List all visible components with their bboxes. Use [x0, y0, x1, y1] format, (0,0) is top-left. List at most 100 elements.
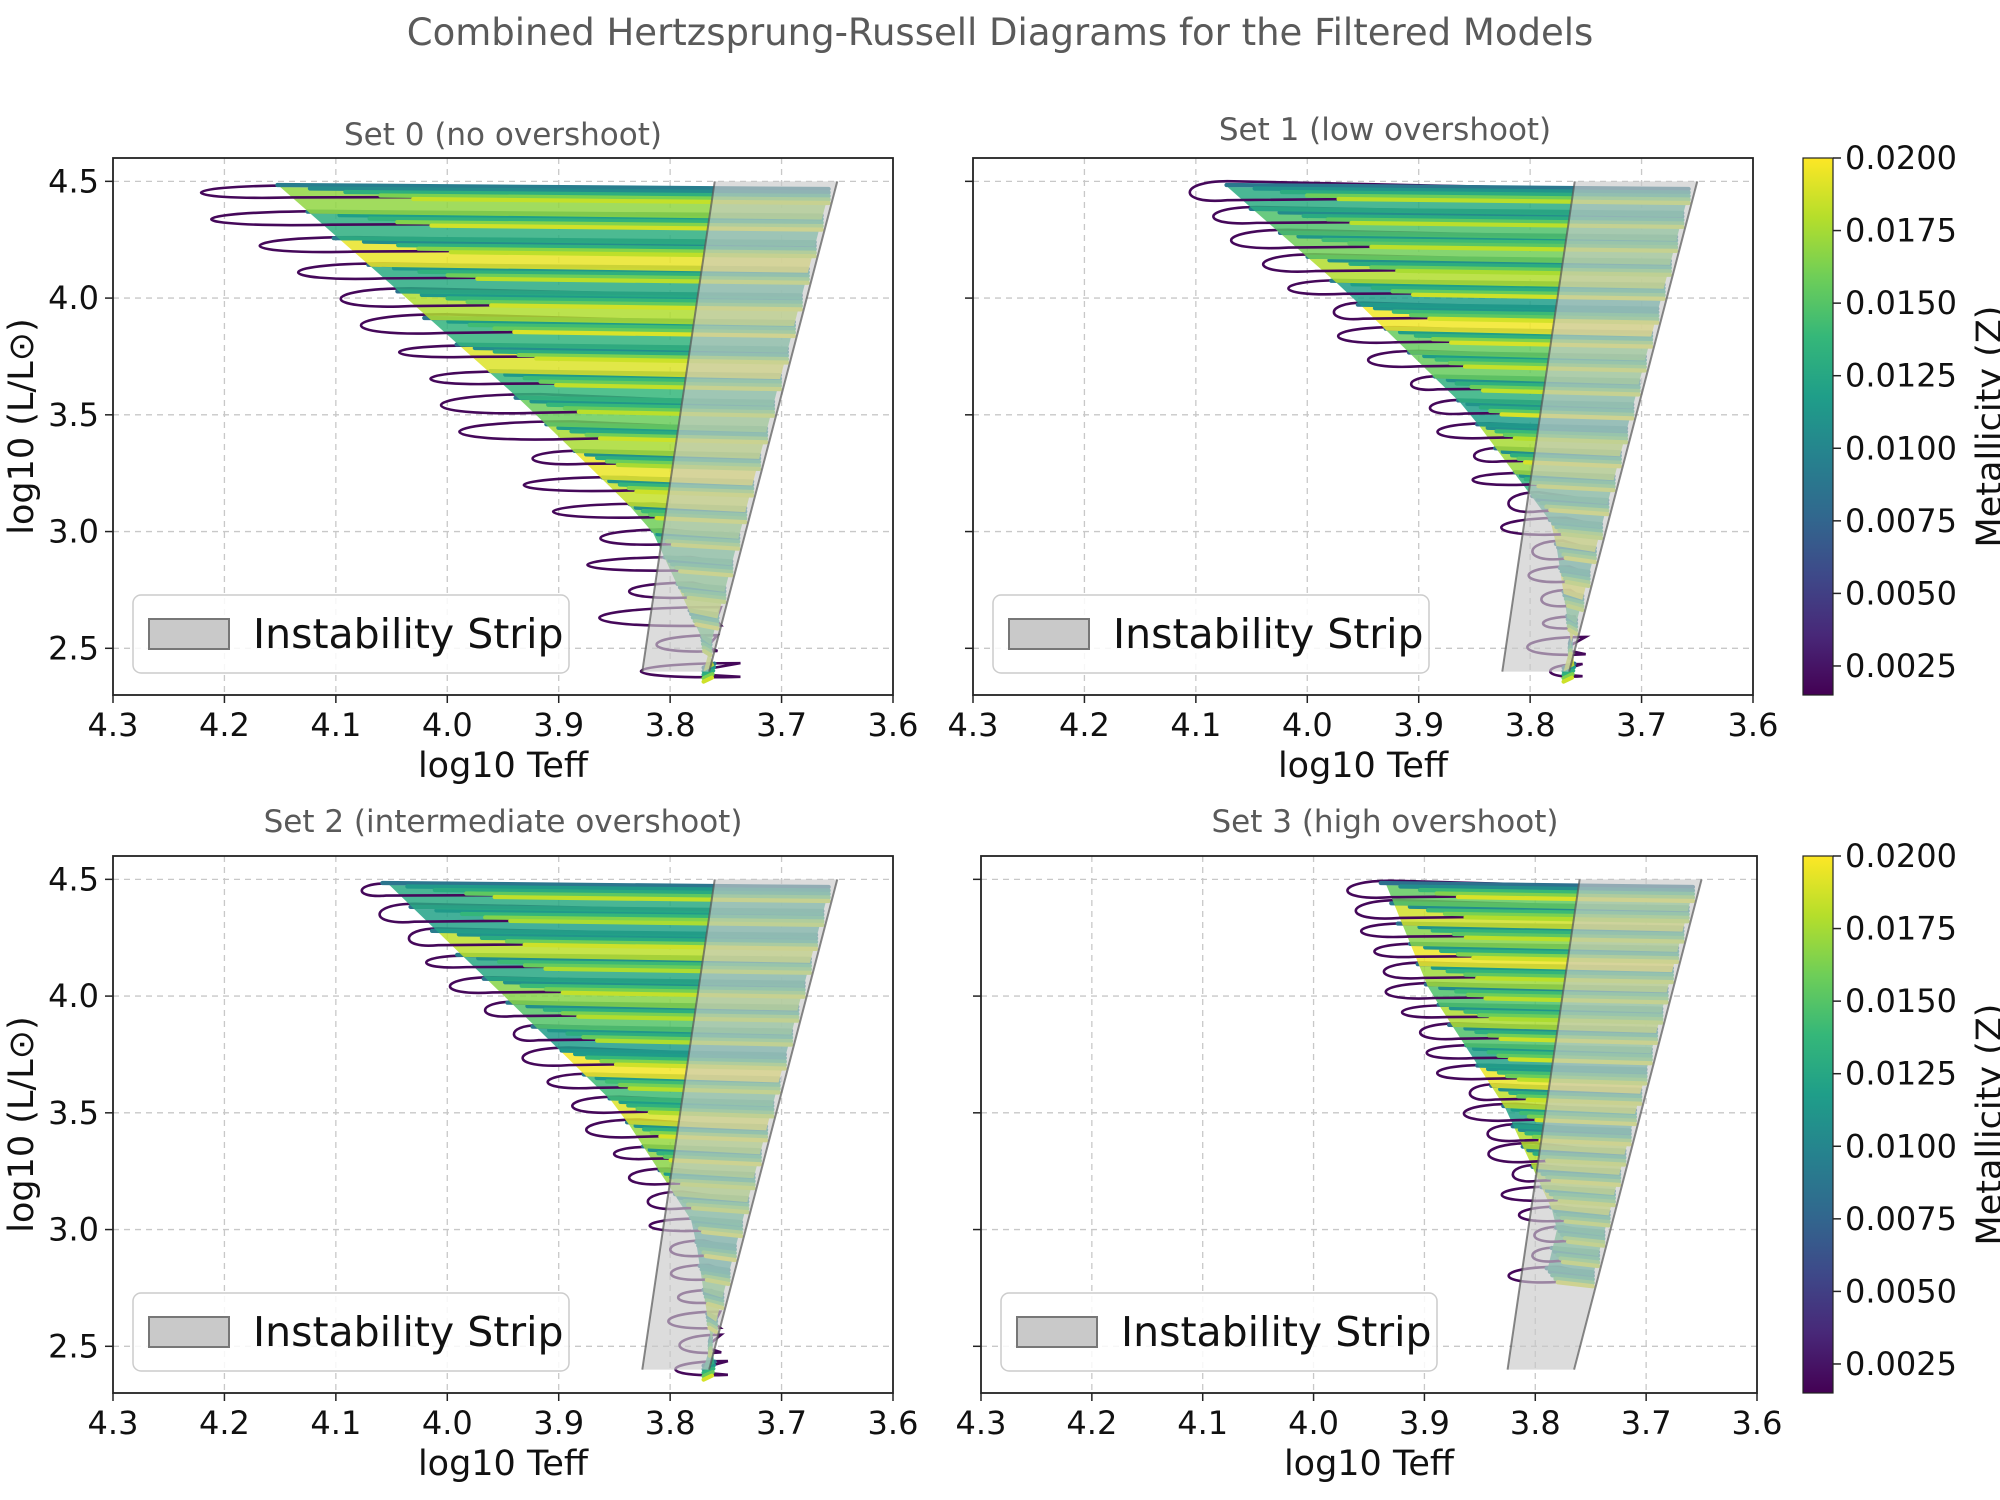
panel-title: Set 0 (no overshoot) — [344, 117, 662, 153]
x-tick-label: 3.8 — [1505, 706, 1556, 744]
blue-loop-track — [210, 209, 822, 227]
x-tick-label: 3.8 — [1510, 1404, 1561, 1442]
blue-loop-track — [398, 344, 787, 359]
blue-loop-track — [296, 262, 808, 281]
x-tick-label: 4.1 — [310, 1404, 361, 1442]
x-tick-label: 4.0 — [1288, 1404, 1339, 1442]
hr-panel-0: Set 0 (no overshoot) 4.3 4.2 4.1 4.0 3.9 3.8 3.… — [2, 117, 918, 786]
blue-loop-track — [552, 502, 746, 519]
x-tick-label: 3.7 — [1621, 1404, 1672, 1442]
colorbar-label: Metallicity (Z) — [1970, 1004, 2000, 1246]
blue-loop-track — [429, 370, 781, 386]
x-tick-label: 3.7 — [756, 706, 807, 744]
x-tick-label: 4.1 — [1170, 706, 1221, 744]
y-tick-label: 4.5 — [48, 162, 99, 200]
axes-frame — [980, 855, 1758, 1394]
x-tick-label: 4.0 — [422, 1404, 473, 1442]
colorbar-tick-label: 0.0150 — [1845, 982, 1957, 1020]
x-axis-label: log10 Teff — [418, 746, 589, 786]
colorbar-tick-label: 0.0025 — [1845, 647, 1957, 685]
hr-panel-2: Set 2 (intermediate overshoot) 4.3 4.2 4.1 4… — [2, 804, 918, 1484]
x-tick-label: 4.3 — [956, 1404, 1007, 1442]
blue-loop-track — [359, 313, 794, 335]
y-tick-label: 3.5 — [48, 396, 99, 434]
metallicity-band — [701, 1370, 715, 1379]
y-tick-label: 2.5 — [48, 1327, 99, 1365]
instability-strip-blue-edge — [641, 879, 716, 1370]
blue-loop-track — [1212, 205, 1683, 225]
blue-loop-track — [339, 286, 801, 308]
blue-loop-track — [531, 449, 760, 466]
colorbar-tick-label: 0.0175 — [1845, 212, 1957, 250]
x-tick-label: 3.9 — [533, 706, 584, 744]
x-tick-label: 3.8 — [645, 1404, 696, 1442]
plot-area — [360, 879, 839, 1382]
metallicity-band — [1561, 668, 1576, 677]
y-axis-label: log10 (L/L⊙) — [2, 318, 42, 534]
y-tick-label: 3.0 — [48, 513, 99, 551]
y-tick-label: 3.5 — [48, 1094, 99, 1132]
y-tick-label: 4.0 — [48, 977, 99, 1015]
panel-title: Set 3 (high overshoot) — [1212, 804, 1559, 840]
x-tick-label: 3.8 — [645, 706, 696, 744]
panel-title: Set 1 (low overshoot) — [1219, 112, 1551, 148]
panels-group: Set 0 (no overshoot) 4.3 4.2 4.1 4.0 3.9 3.8 3.… — [2, 112, 1782, 1484]
x-axis-label: log10 Teff — [1278, 746, 1449, 786]
x-tick-label: 3.6 — [1732, 1404, 1783, 1442]
x-tick-label: 4.3 — [88, 706, 139, 744]
colorbar-tick-label: 0.0075 — [1845, 502, 1957, 540]
metallicity-colorbar: 0.0200 0.0175 0.0150 0.0125 0.0100 0.0075 0.00… — [1802, 139, 2000, 696]
metallicity-band — [1561, 672, 1575, 681]
colorbar-tick-label: 0.0100 — [1845, 429, 1957, 467]
colorbar-tick-label: 0.0175 — [1845, 910, 1957, 948]
plot-area — [1188, 179, 1699, 684]
colorbar-tick-label: 0.0200 — [1845, 837, 1957, 875]
metallicity-colorbar: 0.0200 0.0175 0.0150 0.0125 0.0100 0.0075 0.00… — [1802, 837, 2000, 1394]
x-tick-label: 4.0 — [1282, 706, 1333, 744]
legend-label: Instability Strip — [1113, 610, 1424, 658]
blue-loop-track — [1188, 179, 1689, 203]
instability-strip — [642, 181, 838, 672]
y-tick-label: 3.0 — [48, 1211, 99, 1249]
colorbar-tick-label: 0.0050 — [1845, 1272, 1957, 1310]
y-tick-label: 2.5 — [48, 629, 99, 667]
legend: Instability Strip — [132, 1292, 570, 1372]
metallicity-band — [701, 675, 715, 684]
x-tick-label: 4.2 — [199, 1404, 250, 1442]
y-tick-label: 4.5 — [48, 860, 99, 898]
blue-loop-track — [1262, 253, 1670, 273]
blue-loop-track — [1367, 349, 1645, 369]
blue-loop-track — [522, 475, 753, 493]
legend-box — [132, 1292, 570, 1372]
x-tick-label: 4.3 — [88, 1404, 139, 1442]
colorbar-gradient — [1802, 157, 1834, 696]
plot-area — [1346, 879, 1703, 1370]
x-tick-label: 3.6 — [868, 706, 919, 744]
metallicity-band — [701, 1373, 715, 1382]
legend: Instability Strip — [1000, 1292, 1438, 1372]
blue-loop-track — [258, 235, 815, 254]
y-axis-label: log10 (L/L⊙) — [2, 1016, 42, 1232]
legend-label: Instability Strip — [253, 1308, 564, 1356]
instability-strip-blue-edge — [1506, 879, 1581, 1370]
x-tick-label: 4.2 — [1066, 1404, 1117, 1442]
colorbar-gradient — [1802, 855, 1834, 1394]
instability-strip-red-edge — [1573, 879, 1703, 1370]
blue-loop-track — [378, 902, 823, 924]
x-tick-label: 3.7 — [1616, 706, 1667, 744]
colorbar-tick-label: 0.0200 — [1845, 139, 1957, 177]
blue-loop-track — [1229, 228, 1677, 250]
x-tick-label: 3.6 — [868, 1404, 919, 1442]
x-tick-label: 3.9 — [1393, 706, 1444, 744]
legend: Instability Strip — [992, 594, 1430, 674]
blue-loop-track — [458, 420, 767, 441]
legend-swatch — [148, 618, 230, 650]
legend-box — [132, 594, 570, 674]
instability-strip-red-edge — [1568, 181, 1699, 672]
instability-strip-red-edge — [708, 879, 839, 1370]
colorbar-tick-label: 0.0150 — [1845, 284, 1957, 322]
metallicity-band — [701, 672, 715, 681]
x-tick-label: 4.2 — [199, 706, 250, 744]
blue-loop-track — [440, 392, 774, 415]
